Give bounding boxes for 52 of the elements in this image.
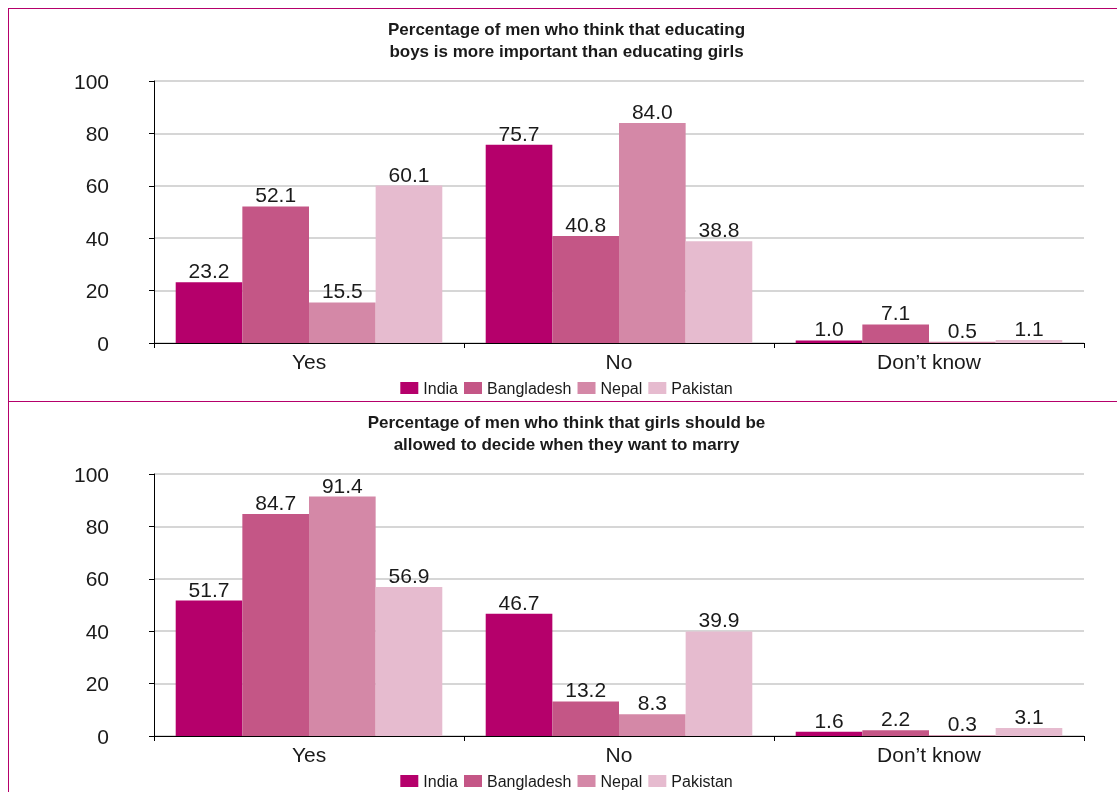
data-label: 39.9 <box>698 608 740 632</box>
data-label: 60.1 <box>388 162 430 186</box>
y-tick-label: 60 <box>85 174 109 198</box>
data-label: 38.8 <box>698 218 740 242</box>
legend-label: India <box>423 379 459 397</box>
y-tick-label: 100 <box>73 462 109 486</box>
data-label: 1.0 <box>814 317 844 341</box>
data-label: 46.7 <box>498 590 540 614</box>
data-label: 91.4 <box>321 473 364 497</box>
chart-title: Percentage of men who think that educating boys is more important than educating girls <box>387 19 746 61</box>
data-label: 56.9 <box>388 563 430 587</box>
data-label: 15.5 <box>321 279 363 303</box>
y-tick-label: 80 <box>85 121 109 145</box>
y-tick-label: 100 <box>73 69 109 93</box>
y-tick-label: 0 <box>97 724 109 748</box>
legend-label: Bangladesh <box>487 379 572 397</box>
data-label: 8.3 <box>637 691 667 715</box>
legend-label: Bangladesh <box>487 772 572 790</box>
data-label: 2.2 <box>881 707 911 731</box>
data-label: 0.5 <box>947 318 977 342</box>
y-tick-label: 80 <box>85 514 109 538</box>
legend-label: Pakistan <box>671 772 733 790</box>
data-label: 84.0 <box>631 99 673 123</box>
data-label: 51.7 <box>188 577 230 601</box>
legend-label: Nepal <box>600 772 643 790</box>
legend-label: Pakistan <box>671 379 733 397</box>
y-tick-label: 20 <box>85 279 109 303</box>
data-label: 84.7 <box>255 491 297 515</box>
x-tick-label: No <box>605 350 633 373</box>
y-tick-label: 0 <box>97 331 109 355</box>
data-label: 52.1 <box>255 183 297 207</box>
y-tick-label: 40 <box>85 226 109 250</box>
data-label: 1.1 <box>1014 317 1044 341</box>
x-tick-label: No <box>605 743 633 766</box>
data-label: 3.1 <box>1014 704 1044 728</box>
data-label: 23.2 <box>188 259 230 283</box>
x-tick-label: Don’t know <box>877 350 982 373</box>
legend-label: Nepal <box>600 379 643 397</box>
x-tick-label: Don’t know <box>877 743 982 766</box>
data-label: 40.8 <box>565 213 607 237</box>
data-label: 1.6 <box>814 708 844 732</box>
chart-title: Percentage of men who think that girls should be allowed to decide when they want to marry <box>367 412 766 454</box>
data-label: 0.3 <box>947 712 977 736</box>
legend-label: India <box>423 772 459 790</box>
data-label: 75.7 <box>498 121 540 145</box>
x-tick-label: Yes <box>291 743 327 766</box>
y-tick-label: 40 <box>85 619 109 643</box>
y-tick-label: 20 <box>85 672 109 696</box>
data-label: 13.2 <box>565 678 607 702</box>
data-label: 7.1 <box>881 301 911 325</box>
y-tick-label: 60 <box>85 567 109 591</box>
x-tick-label: Yes <box>291 350 327 373</box>
